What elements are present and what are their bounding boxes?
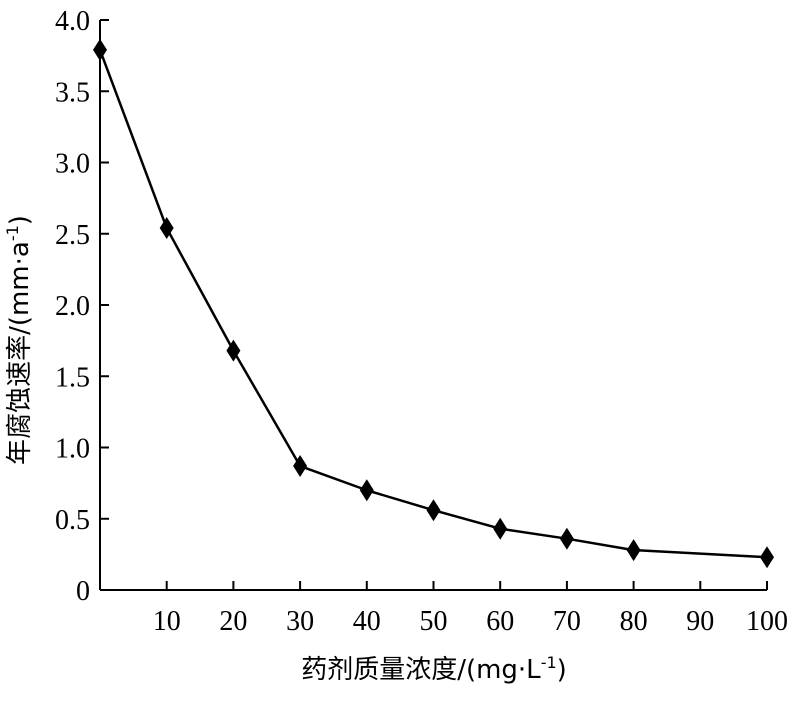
y-tick-label: 0.5 <box>55 505 90 536</box>
x-tick-label: 60 <box>486 606 514 637</box>
data-point-marker <box>226 339 241 362</box>
x-tick-label: 100 <box>746 606 788 637</box>
y-tick-label: 2.5 <box>55 220 90 251</box>
y-tick-label: 2.0 <box>55 291 90 322</box>
y-axis-ticks: 0 0.5 1.0 1.5 2.0 2.5 3.0 3.5 4.0 <box>55 6 109 607</box>
x-axis-title-main: 药剂质量浓度/(mg·L <box>301 655 541 685</box>
data-point-marker <box>93 38 107 61</box>
x-tick-label: 30 <box>286 606 314 637</box>
x-axis-ticks: 10 20 30 40 50 60 70 80 90 100 <box>153 581 788 637</box>
data-point-marker <box>493 517 508 540</box>
x-tick-label: 40 <box>353 606 381 637</box>
data-point-marker <box>293 455 308 478</box>
y-axis-title-superscript: -1 <box>3 225 22 241</box>
x-tick-label: 90 <box>686 606 714 637</box>
y-axis-title-close: ) <box>5 215 35 225</box>
data-point-marker <box>159 217 174 240</box>
x-axis-title: 药剂质量浓度/(mg·L-1) <box>301 653 567 685</box>
x-tick-label: 70 <box>553 606 581 637</box>
series-line <box>98 49 768 559</box>
x-tick-label: 80 <box>620 606 648 637</box>
y-tick-label: 0 <box>76 576 90 607</box>
data-point-marker <box>559 527 574 550</box>
data-point-marker <box>626 539 641 562</box>
data-point-marker <box>359 479 374 502</box>
data-point-marker <box>426 499 441 522</box>
y-tick-label: 3.0 <box>55 149 90 180</box>
x-tick-label: 50 <box>420 606 448 637</box>
y-tick-label: 4.0 <box>55 6 90 37</box>
data-point-marker <box>760 546 774 569</box>
y-axis-title: 年腐蚀速率/(mm·a-1) <box>3 215 35 465</box>
x-tick-label: 10 <box>153 606 181 637</box>
y-tick-label: 1.5 <box>55 362 90 393</box>
x-tick-label: 20 <box>219 606 247 637</box>
x-axis-title-superscript: -1 <box>541 653 557 672</box>
y-tick-label: 3.5 <box>55 77 90 108</box>
y-axis-title-main: 年腐蚀速率/(mm·a <box>5 241 35 465</box>
y-tick-label: 1.0 <box>55 434 90 465</box>
x-axis-title-close: ) <box>557 655 567 685</box>
series-group <box>93 38 774 569</box>
